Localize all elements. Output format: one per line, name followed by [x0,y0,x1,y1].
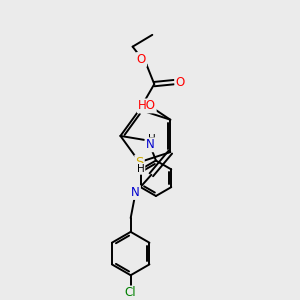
Text: O: O [175,76,184,88]
Text: H: H [137,164,145,174]
Text: N: N [146,138,154,151]
Text: N: N [131,186,140,199]
Text: O: O [137,53,146,66]
Text: H: H [148,134,156,144]
Text: S: S [135,156,144,169]
Text: HO: HO [138,99,156,112]
Text: Cl: Cl [125,286,136,299]
